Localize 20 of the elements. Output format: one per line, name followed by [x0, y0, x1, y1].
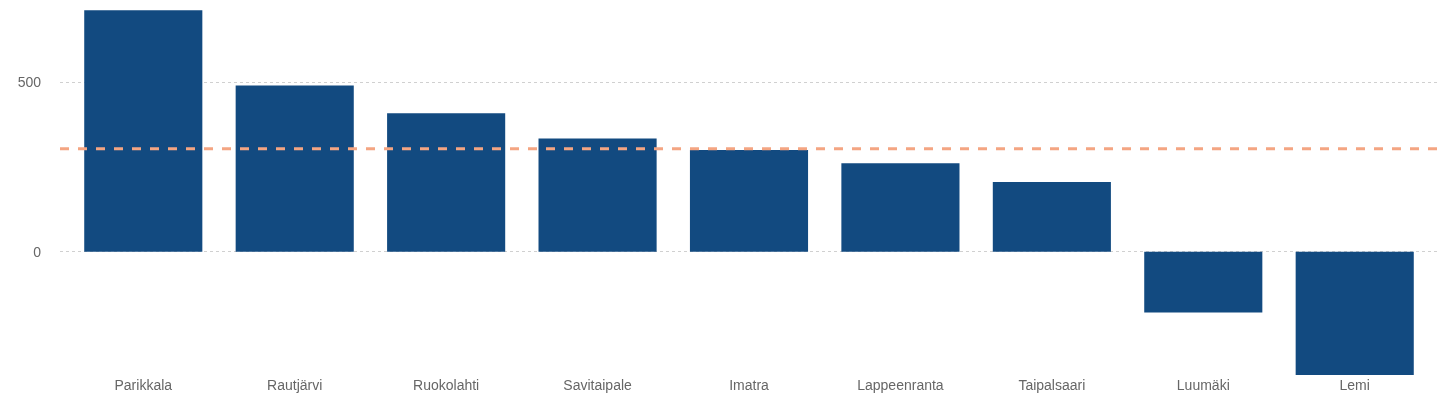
bar — [538, 138, 657, 252]
x-tick-label: Lemi — [1339, 377, 1370, 393]
bar — [689, 150, 809, 252]
bar — [1144, 251, 1263, 313]
y-tick-label: 0 — [33, 243, 42, 260]
x-tick-label: Taipalsaari — [1018, 377, 1086, 393]
bar — [84, 10, 203, 252]
bar — [992, 181, 1111, 252]
bar — [1295, 251, 1414, 375]
bar — [235, 85, 354, 252]
x-tick-label: Imatra — [729, 377, 770, 393]
bar — [387, 113, 506, 252]
x-tick-label: Parikkala — [114, 377, 173, 393]
bar — [841, 163, 960, 252]
x-tick-label: Savitaipale — [563, 377, 633, 393]
x-tick-label: Luumäki — [1176, 377, 1230, 393]
x-tick-label: Lappeenranta — [857, 377, 944, 393]
x-tick-label: Rautjärvi — [267, 377, 323, 393]
y-tick-label: 500 — [17, 74, 42, 91]
x-tick-label: Ruokolahti — [413, 377, 480, 393]
